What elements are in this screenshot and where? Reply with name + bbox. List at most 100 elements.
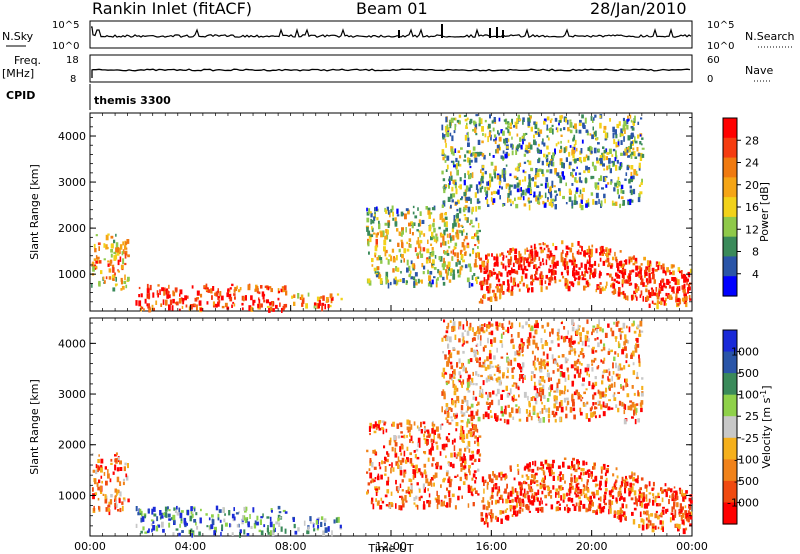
echo-cell bbox=[482, 413, 485, 420]
echo-cell bbox=[533, 121, 536, 125]
echo-cell bbox=[578, 502, 581, 509]
echo-cell bbox=[139, 511, 142, 515]
echo-cell bbox=[93, 243, 96, 249]
echo-cell bbox=[445, 116, 448, 123]
echo-cell bbox=[492, 198, 496, 203]
echo-cell bbox=[551, 124, 554, 127]
echo-cell bbox=[573, 144, 576, 148]
echo-cell bbox=[597, 400, 600, 405]
echo-cell bbox=[442, 200, 446, 207]
echo-cell bbox=[680, 272, 683, 277]
echo-cell bbox=[544, 494, 547, 499]
echo-cell bbox=[560, 145, 563, 149]
echo-cell bbox=[492, 155, 495, 158]
echo-cell bbox=[604, 198, 606, 204]
echo-cell bbox=[587, 473, 590, 478]
echo-cell bbox=[427, 282, 431, 287]
echo-cell bbox=[642, 496, 646, 502]
echo-cell bbox=[554, 117, 558, 122]
echo-cell bbox=[103, 472, 106, 476]
echo-cell bbox=[151, 528, 153, 533]
echo-cell bbox=[322, 530, 326, 536]
echo-cell bbox=[441, 233, 444, 236]
echo-cell bbox=[620, 196, 624, 200]
echo-cell bbox=[448, 246, 451, 249]
echo-cell bbox=[486, 481, 489, 486]
echo-cell bbox=[520, 484, 523, 490]
echo-cell bbox=[623, 150, 626, 156]
echo-cell bbox=[559, 365, 562, 369]
echo-cell bbox=[371, 219, 375, 224]
echo-cell bbox=[486, 324, 489, 329]
echo-cell bbox=[408, 242, 411, 248]
echo-cell bbox=[266, 299, 269, 304]
echo-cell bbox=[568, 161, 572, 166]
echo-cell bbox=[606, 273, 609, 276]
echo-cell bbox=[457, 218, 459, 224]
echo-cell bbox=[581, 139, 584, 144]
echo-cell bbox=[579, 361, 581, 365]
echo-cell bbox=[509, 469, 512, 472]
echo-cell bbox=[574, 367, 577, 371]
echo-cell bbox=[401, 496, 404, 500]
echo-cell bbox=[180, 519, 183, 524]
echo-cell bbox=[221, 305, 225, 309]
echo-cell bbox=[447, 478, 450, 483]
echo-cell bbox=[579, 189, 582, 195]
echo-cell bbox=[647, 502, 650, 506]
echo-cell bbox=[97, 469, 99, 473]
echo-cell bbox=[409, 458, 413, 464]
echo-cell bbox=[652, 496, 655, 499]
echo-cell bbox=[483, 267, 486, 271]
echo-cell bbox=[681, 519, 685, 525]
echo-cell bbox=[489, 374, 492, 379]
colorbar-tick-label: 20 bbox=[745, 179, 759, 192]
echo-cell bbox=[101, 480, 103, 484]
echo-cell bbox=[390, 255, 393, 262]
echo-cell bbox=[573, 261, 576, 267]
echo-cell bbox=[453, 376, 456, 379]
echo-cell bbox=[514, 398, 518, 401]
echo-cell bbox=[580, 347, 584, 352]
echo-cell bbox=[556, 406, 559, 411]
echo-cell bbox=[635, 173, 639, 176]
echo-cell bbox=[454, 454, 457, 458]
echo-cell bbox=[109, 499, 113, 505]
echo-cell bbox=[516, 350, 519, 355]
echo-cell bbox=[234, 286, 238, 291]
echo-cell bbox=[445, 330, 449, 334]
echo-cell bbox=[528, 182, 532, 188]
echo-cell bbox=[477, 401, 480, 406]
echo-cell bbox=[555, 193, 559, 196]
echo-cell bbox=[478, 181, 481, 185]
echo-cell bbox=[245, 506, 248, 511]
echo-cell bbox=[450, 148, 454, 155]
echo-cell bbox=[414, 272, 418, 277]
echo-cell bbox=[470, 283, 474, 287]
echo-cell bbox=[374, 421, 377, 428]
echo-cell bbox=[516, 118, 519, 124]
echo-cell bbox=[496, 367, 500, 372]
echo-cell bbox=[594, 166, 597, 171]
echo-cell bbox=[518, 118, 522, 122]
echo-cell bbox=[617, 274, 619, 278]
echo-cell bbox=[283, 285, 287, 291]
echo-cell bbox=[218, 300, 221, 304]
echo-cell bbox=[543, 242, 546, 246]
echo-cell bbox=[228, 510, 231, 516]
echo-cell bbox=[527, 121, 531, 127]
echo-cell bbox=[431, 422, 434, 427]
echo-cell bbox=[671, 277, 674, 281]
echo-cell bbox=[415, 448, 419, 452]
echo-cell bbox=[536, 497, 539, 502]
echo-cell bbox=[502, 130, 505, 136]
echo-cell bbox=[685, 527, 688, 531]
echo-cell bbox=[435, 499, 439, 503]
echo-cell bbox=[417, 207, 419, 211]
echo-cell bbox=[539, 508, 542, 512]
echo-cell bbox=[488, 331, 492, 335]
echo-cell bbox=[394, 217, 397, 222]
echo-cell bbox=[629, 143, 632, 149]
echo-cell bbox=[406, 426, 410, 431]
